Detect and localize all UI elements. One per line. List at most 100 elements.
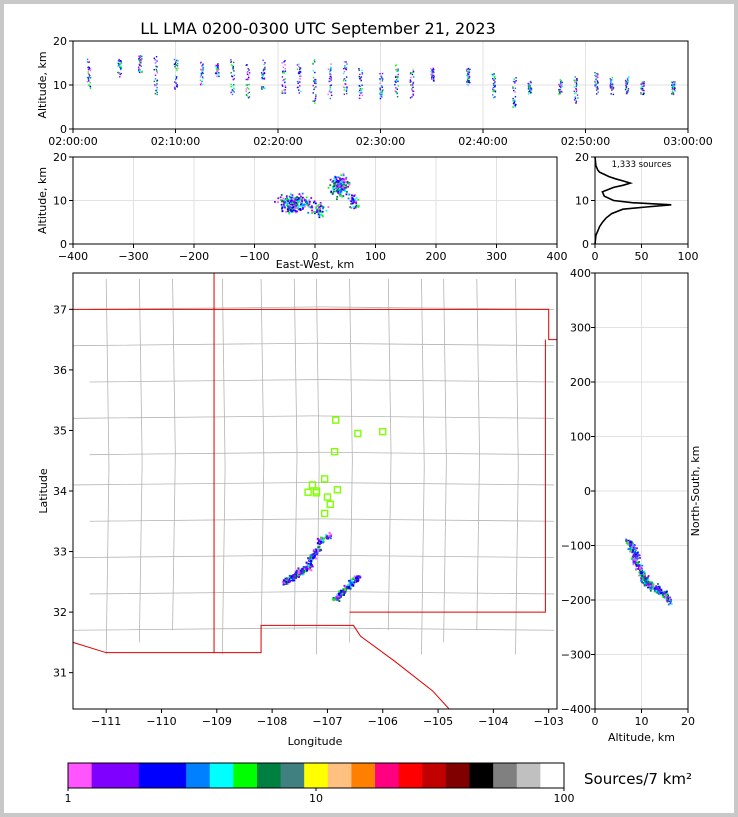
source-point	[118, 72, 121, 74]
plan-source-point	[355, 580, 358, 583]
source-point	[466, 68, 468, 71]
ns-source-point	[629, 548, 632, 551]
ns-source-point	[643, 578, 646, 581]
source-point	[117, 65, 119, 67]
source-point	[561, 83, 563, 86]
source-point	[396, 76, 398, 79]
source-point	[431, 72, 433, 74]
time-tick-label: 02:20:00	[253, 135, 302, 148]
county-line	[476, 279, 480, 631]
source-point	[672, 92, 675, 94]
source-point	[512, 80, 515, 83]
source-point	[86, 58, 89, 61]
source-point	[247, 97, 250, 99]
ns-source-point	[666, 599, 669, 602]
source-point	[139, 64, 141, 67]
source-point	[625, 86, 628, 88]
ew-source-point	[277, 197, 280, 200]
plan-source-point	[318, 549, 321, 552]
time-height-ylabel: Altitude, km	[36, 51, 49, 118]
ew-source-point	[321, 210, 324, 213]
ns-source-point	[629, 541, 632, 544]
source-point	[153, 68, 156, 71]
source-point	[512, 97, 514, 100]
source-point	[528, 88, 530, 90]
source-point	[296, 68, 299, 70]
plan-source-point	[316, 537, 319, 540]
source-point	[493, 82, 496, 84]
ew-source-point	[340, 174, 343, 177]
source-point	[673, 84, 676, 86]
plan-source-point	[344, 587, 347, 590]
source-point	[468, 77, 470, 79]
ew-source-point	[281, 200, 283, 203]
source-point	[176, 62, 179, 65]
source-point	[230, 83, 232, 86]
source-point	[137, 66, 140, 68]
source-point	[262, 69, 265, 72]
ew-source-point	[343, 179, 346, 182]
source-point	[139, 59, 141, 62]
ew-source-point	[353, 201, 356, 204]
source-point	[594, 71, 596, 74]
ew-source-point	[337, 190, 339, 193]
source-point	[468, 75, 471, 78]
longitude-tick-label: −107	[312, 715, 342, 728]
ew-source-point	[319, 204, 322, 206]
ew-source-point	[301, 208, 304, 211]
source-point	[573, 99, 576, 101]
ew-source-point	[339, 187, 342, 190]
source-point	[217, 74, 220, 77]
ns-source-point	[645, 580, 648, 582]
source-point	[87, 71, 89, 73]
source-point	[432, 68, 435, 71]
source-point	[138, 55, 140, 57]
source-point	[432, 77, 435, 79]
source-point	[627, 81, 629, 83]
source-point	[492, 88, 494, 90]
plan-source-point	[305, 561, 308, 564]
source-point	[358, 89, 361, 92]
source-point	[559, 81, 562, 83]
ew-source-point	[322, 206, 325, 209]
plan-source-point	[300, 568, 303, 571]
source-point	[612, 88, 614, 90]
ns-source-point	[643, 572, 646, 575]
source-point	[176, 65, 179, 67]
source-point	[396, 88, 399, 90]
source-point	[493, 79, 495, 81]
source-point	[412, 76, 415, 78]
plan-source-point	[338, 590, 341, 593]
ew-source-point	[314, 212, 316, 215]
source-point	[315, 82, 317, 85]
source-point	[673, 88, 675, 90]
source-point	[202, 63, 204, 65]
source-point	[469, 81, 471, 84]
ns-source-point	[635, 556, 638, 559]
ew-source-point	[345, 184, 347, 187]
ns-source-point	[635, 567, 638, 570]
source-point	[218, 72, 220, 74]
source-point	[610, 93, 612, 95]
ew-source-point	[317, 204, 320, 206]
source-point	[87, 77, 90, 79]
county-line	[72, 342, 555, 347]
plan-source-point	[335, 597, 338, 600]
source-point	[529, 92, 532, 94]
source-point	[284, 89, 286, 91]
plan-source-point	[333, 598, 336, 601]
source-point	[359, 73, 361, 76]
source-point	[466, 81, 468, 83]
ns-source-point	[639, 557, 641, 559]
source-point	[397, 85, 399, 87]
source-point	[397, 73, 399, 76]
source-point	[396, 95, 399, 98]
plan-source-point	[324, 536, 327, 539]
source-point	[314, 71, 316, 74]
source-point	[329, 71, 331, 73]
source-point	[154, 84, 156, 87]
ew-source-point	[351, 194, 353, 197]
source-point	[344, 86, 346, 89]
ew-source-point	[351, 196, 354, 199]
source-point	[610, 82, 613, 84]
